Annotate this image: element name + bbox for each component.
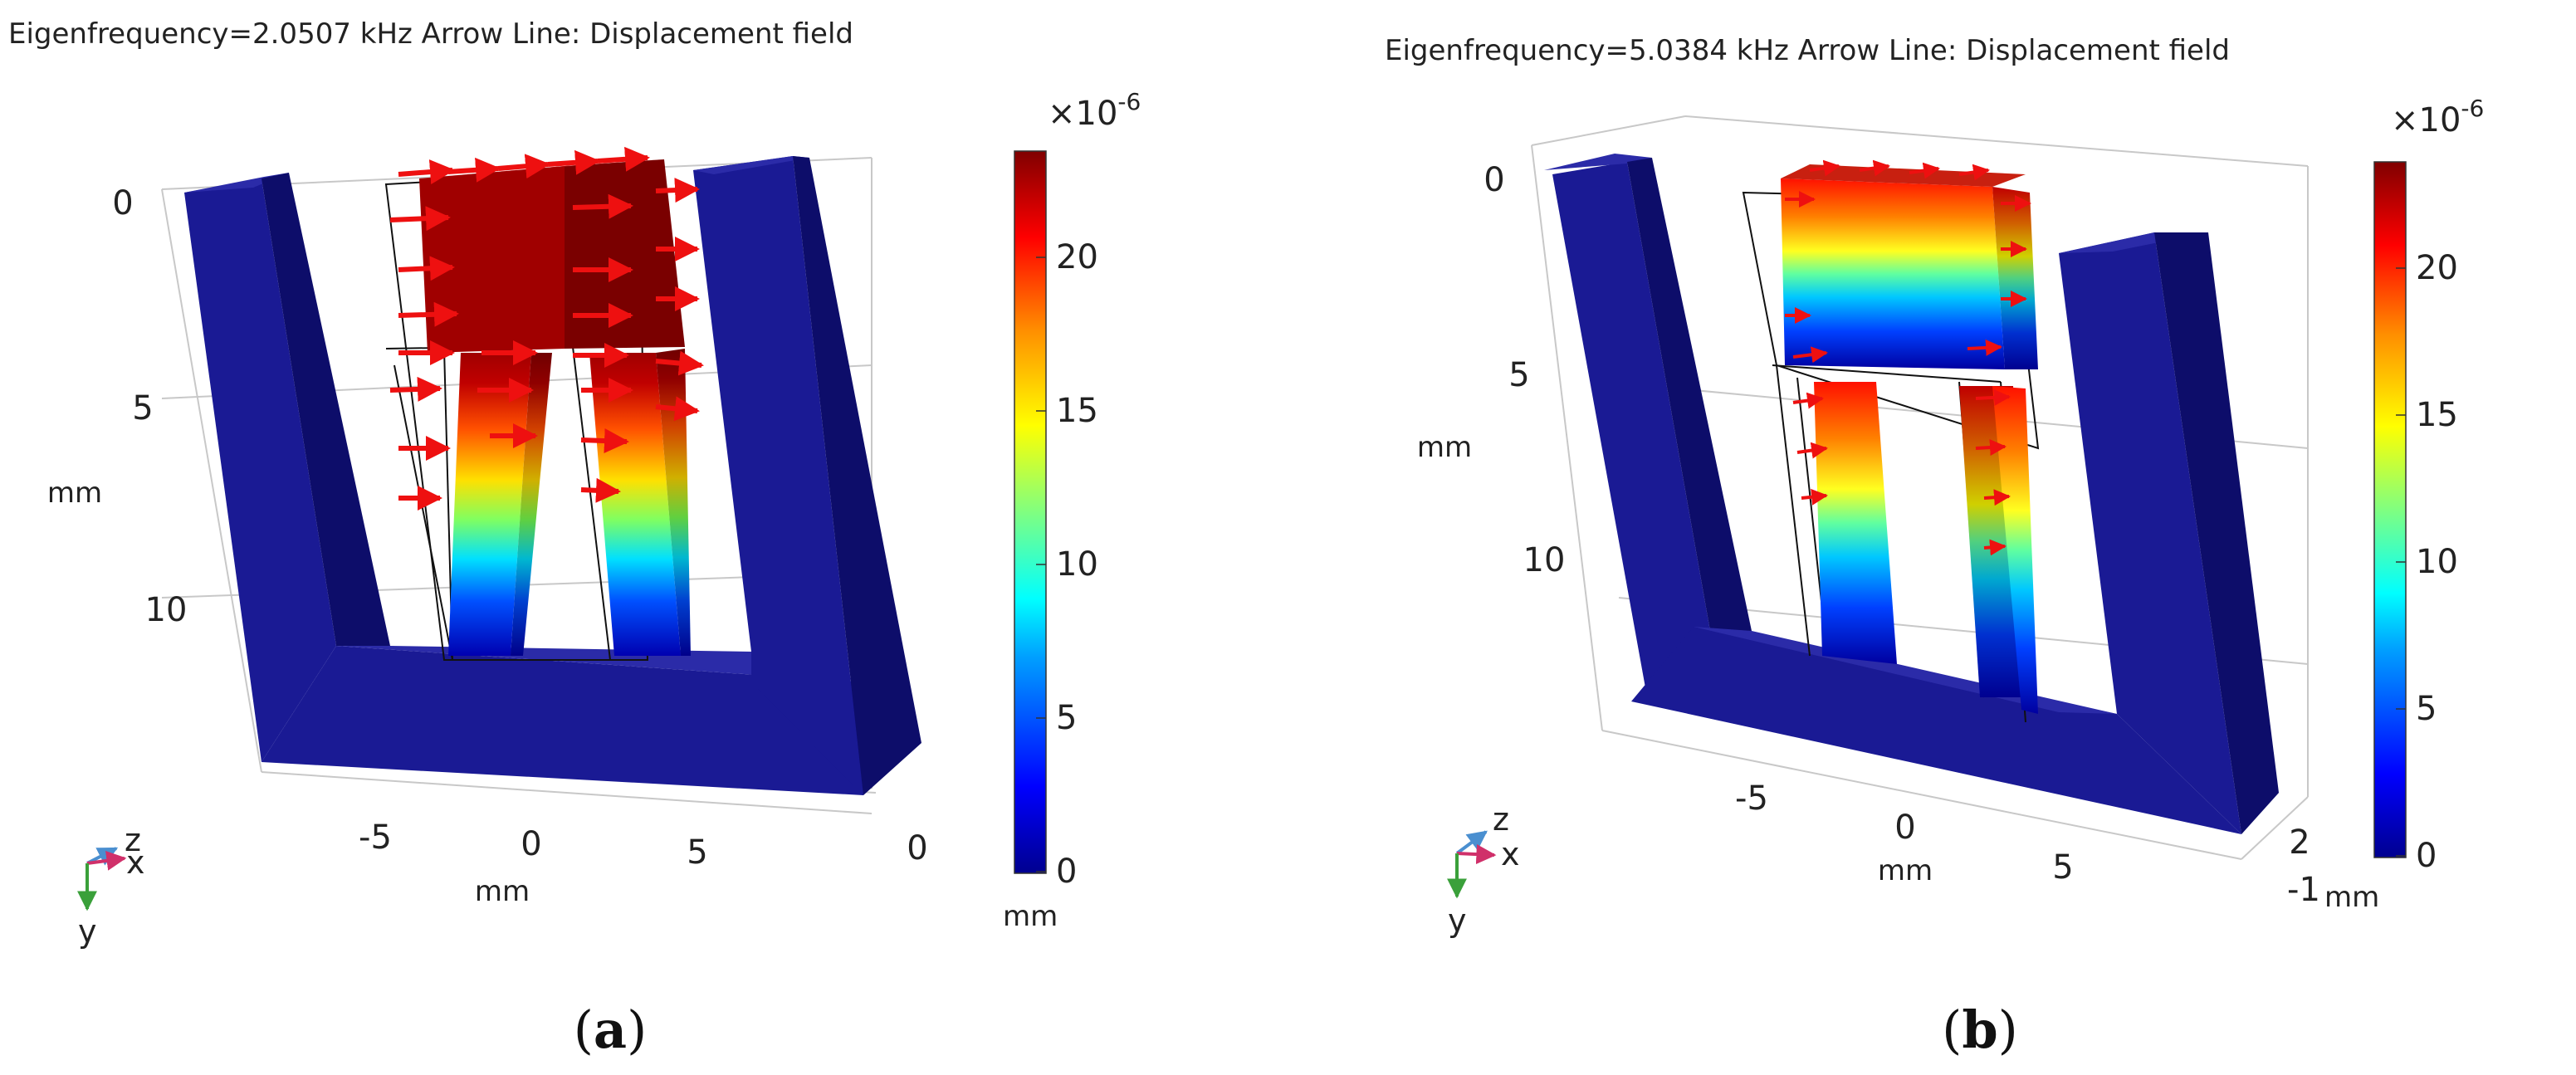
panel-b-caption: (b)	[1942, 999, 2018, 1060]
colorbar-multiplier: ×10-6	[1048, 88, 1141, 133]
panel-a: Eigenfrequency=2.0507 kHz Arrow Line: Di…	[8, 17, 1141, 1060]
core-left-leg-front	[1552, 162, 1710, 701]
y-tick: 10	[145, 591, 188, 629]
z-tick: -1	[2287, 871, 2320, 909]
panel-a-arrows	[389, 146, 704, 511]
colorbar-exponent: -6	[2461, 95, 2484, 122]
triad-x-arrow	[1456, 844, 1497, 865]
y-tick: 5	[1508, 356, 1529, 394]
triad-z-arrow	[1455, 830, 1488, 855]
colorbar-gradient	[2373, 161, 2407, 858]
colorbar-multiplier-base: ×10	[1048, 95, 1117, 133]
colorbar-multiplier: ×10-6	[2391, 95, 2484, 139]
triad-z-label: z	[125, 822, 141, 858]
moving-top-block-top	[1781, 164, 2026, 187]
core-left-leg-front	[184, 178, 336, 762]
z-tick: 2	[2289, 823, 2310, 862]
moving-top-block-side	[1992, 187, 2038, 369]
panel-b-y-axis: 0 5 10 mm	[1417, 161, 1566, 579]
caption-letter: b	[1962, 999, 1997, 1060]
colorbar-gradient	[1014, 150, 1047, 874]
panel-b-axis-triad: z x y	[1447, 801, 1520, 939]
panel-a-title: Eigenfrequency=2.0507 kHz Arrow Line: Di…	[8, 17, 853, 51]
colorbar-tick: 5	[1056, 699, 1077, 737]
triad-z-label: z	[1493, 801, 1509, 838]
panel-a-axis-triad: z x y	[77, 822, 145, 950]
colorbar-tick: 10	[2416, 543, 2458, 581]
colorbar-tick: 15	[1056, 392, 1098, 430]
panel-a-x-axis: -5 0 5 mm	[359, 818, 708, 908]
moving-top-block-front	[419, 166, 565, 353]
core-yoke-front	[1631, 627, 2241, 834]
x-tick: -5	[1735, 779, 1768, 818]
colorbar-tick: 20	[1056, 238, 1098, 276]
colorbar-tick: 20	[2416, 249, 2458, 287]
panel-b-arrows	[1785, 159, 2031, 556]
y-tick: 0	[112, 184, 133, 222]
z-tick: 0	[907, 829, 927, 867]
colorbar-tick: 10	[1056, 545, 1098, 584]
moving-left-leg-side	[511, 353, 552, 656]
colorbar-tick: 15	[2416, 396, 2458, 434]
moving-left-leg	[448, 353, 531, 656]
moving-right-leg-side	[656, 349, 691, 656]
core-right-leg-front	[2059, 232, 2241, 834]
core-right-leg-front	[693, 156, 863, 795]
y-tick: 10	[1523, 541, 1566, 579]
triad-x-label: x	[1501, 836, 1520, 872]
core-yoke-front	[262, 646, 863, 795]
panel-a-z-axis: 0	[907, 829, 927, 867]
triad-y-label: y	[1448, 902, 1467, 939]
colorbar-tick: 0	[2416, 837, 2437, 875]
y-axis-unit: mm	[47, 476, 102, 510]
panel-b-z-axis: 2 -1	[2287, 823, 2320, 909]
panel-b-x-axis: -5 0 5 mm	[1735, 779, 2074, 887]
colorbar-exponent: -6	[1117, 88, 1141, 115]
moving-left-leg	[1814, 382, 1897, 664]
core-right-leg-side	[2154, 232, 2279, 834]
panel-a-y-axis: 0 5 10 mm	[47, 184, 188, 629]
panel-b: Eigenfrequency=5.0384 kHz Arrow Line: Di…	[1385, 34, 2484, 1060]
y-tick: 5	[132, 389, 153, 428]
moving-top-block-front	[1781, 178, 2005, 369]
y-axis-unit: mm	[1417, 431, 1472, 464]
panel-a-colorbar: 0 5 10 15 20 ×10-6 mm	[1003, 88, 1141, 933]
panel-b-moving-part	[1742, 164, 2040, 723]
colorbar-tick: 5	[2416, 690, 2437, 728]
moving-right-leg	[1992, 386, 2038, 714]
colorbar-unit: mm	[1003, 900, 1058, 933]
x-tick: 5	[2052, 848, 2073, 887]
panel-a-caption: (a)	[574, 999, 648, 1060]
core-left-leg-side	[262, 173, 390, 646]
x-axis-unit: mm	[475, 875, 530, 908]
colorbar-tick: 0	[1056, 853, 1077, 891]
x-tick: 5	[687, 833, 707, 872]
moving-top-block-side	[565, 159, 685, 349]
core-right-leg-top	[693, 156, 809, 174]
x-axis-unit: mm	[1878, 854, 1933, 887]
core-left-leg-side	[1627, 158, 1752, 631]
colorbar-multiplier-base: ×10	[2391, 101, 2461, 139]
core-left-leg-top	[1544, 154, 1652, 170]
x-tick: 0	[521, 825, 541, 863]
y-tick: 0	[1484, 161, 1504, 199]
triad-x-arrow	[86, 850, 127, 871]
triad-y-label: y	[78, 913, 97, 950]
colorbar-unit: mm	[2324, 881, 2379, 914]
x-tick: 0	[1894, 809, 1915, 847]
panel-b-title: Eigenfrequency=5.0384 kHz Arrow Line: Di…	[1385, 34, 2230, 67]
core-left-leg-top	[184, 173, 289, 193]
panel-b-core	[1544, 154, 2279, 834]
core-right-leg-side	[793, 156, 921, 795]
panel-b-colorbar: 0 5 10 15 20 ×10-6 mm	[2324, 95, 2484, 914]
x-tick: -5	[359, 818, 392, 857]
caption-letter: a	[594, 999, 627, 1060]
panel-a-core	[184, 156, 921, 795]
triad-x-label: x	[126, 844, 145, 881]
